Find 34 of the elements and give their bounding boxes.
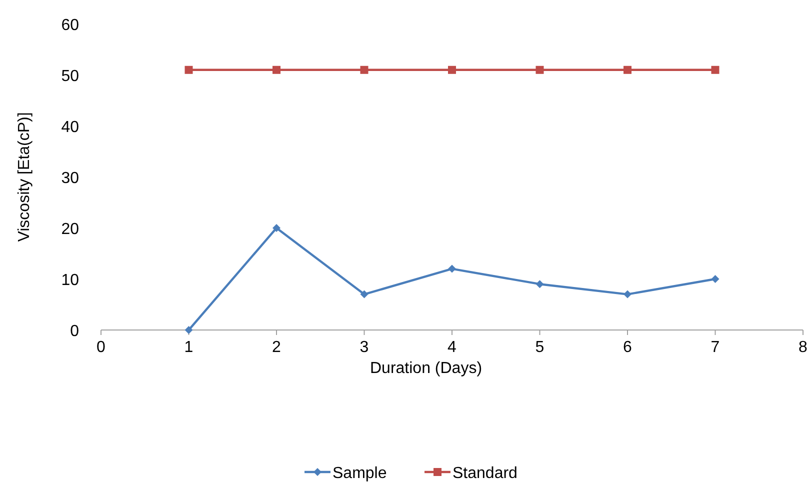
y-tick-label: 30	[61, 170, 80, 187]
y-axis-title: Viscosity [Eta(cP)]	[16, 112, 33, 242]
point	[360, 66, 368, 74]
x-tick-label: 2	[272, 339, 282, 356]
point	[536, 280, 544, 288]
point	[184, 326, 193, 334]
point	[360, 290, 368, 298]
legend-label: Sample	[332, 465, 387, 482]
point	[272, 224, 280, 232]
x-tick-label: 0	[96, 339, 106, 356]
y-tick-label: 0	[70, 323, 80, 340]
point	[711, 275, 720, 283]
point	[624, 66, 632, 74]
point	[272, 66, 280, 74]
y-tick-label: 60	[61, 17, 80, 34]
x-tick-label: 5	[535, 339, 544, 356]
point	[448, 66, 456, 74]
point	[624, 290, 632, 298]
x-tick-label: 3	[360, 339, 369, 356]
x-tick-label: 6	[623, 339, 632, 356]
legend-label: Standard	[452, 465, 518, 482]
point	[536, 66, 544, 74]
x-tick-label: 1	[184, 339, 194, 356]
x-axis-title: Duration (Days)	[370, 360, 482, 377]
y-tick-label: 40	[61, 119, 80, 136]
x-tick-label: 7	[710, 339, 720, 356]
point	[448, 264, 456, 273]
x-tick-label: 8	[798, 339, 808, 356]
y-tick-label: 20	[61, 221, 80, 238]
y-tick-label: 50	[61, 68, 80, 85]
point	[184, 66, 193, 74]
point	[711, 66, 720, 74]
y-tick-label: 10	[61, 272, 80, 289]
x-tick-label: 4	[448, 339, 457, 356]
